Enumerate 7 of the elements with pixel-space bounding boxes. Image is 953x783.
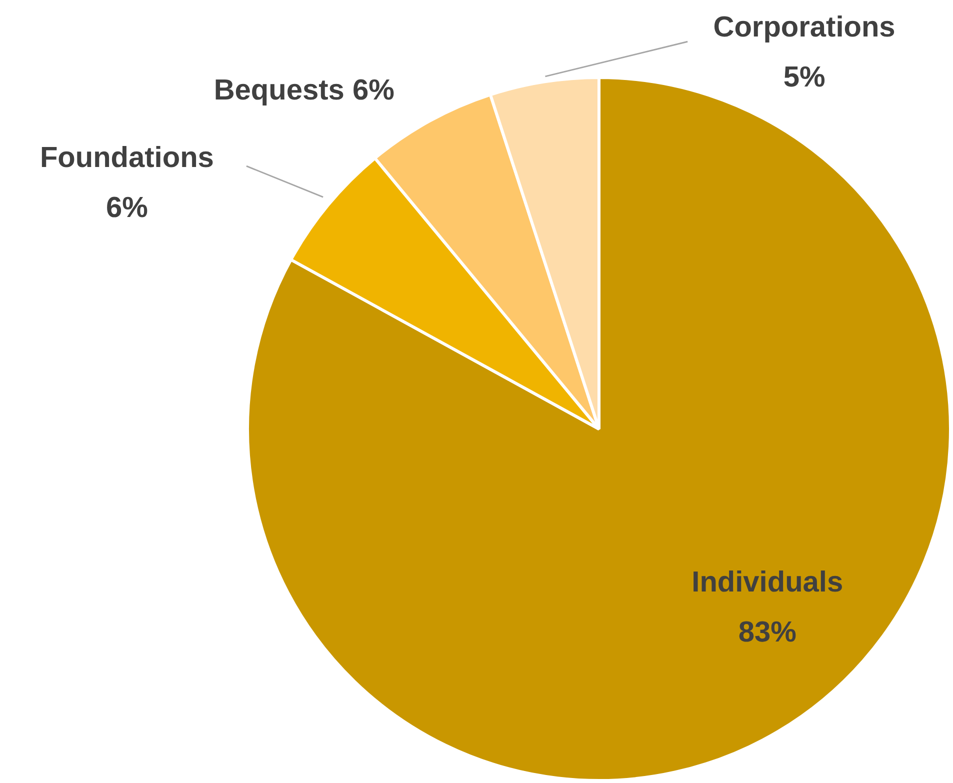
data-label: 83% — [738, 616, 797, 648]
data-label: 6% — [106, 192, 148, 224]
slice-label: Corporations — [713, 12, 896, 44]
slice-label: Foundations — [40, 142, 214, 174]
data-label: 5% — [783, 62, 826, 94]
slice-label: Individuals — [692, 566, 844, 598]
slice-label: Bequests 6% — [214, 74, 395, 107]
